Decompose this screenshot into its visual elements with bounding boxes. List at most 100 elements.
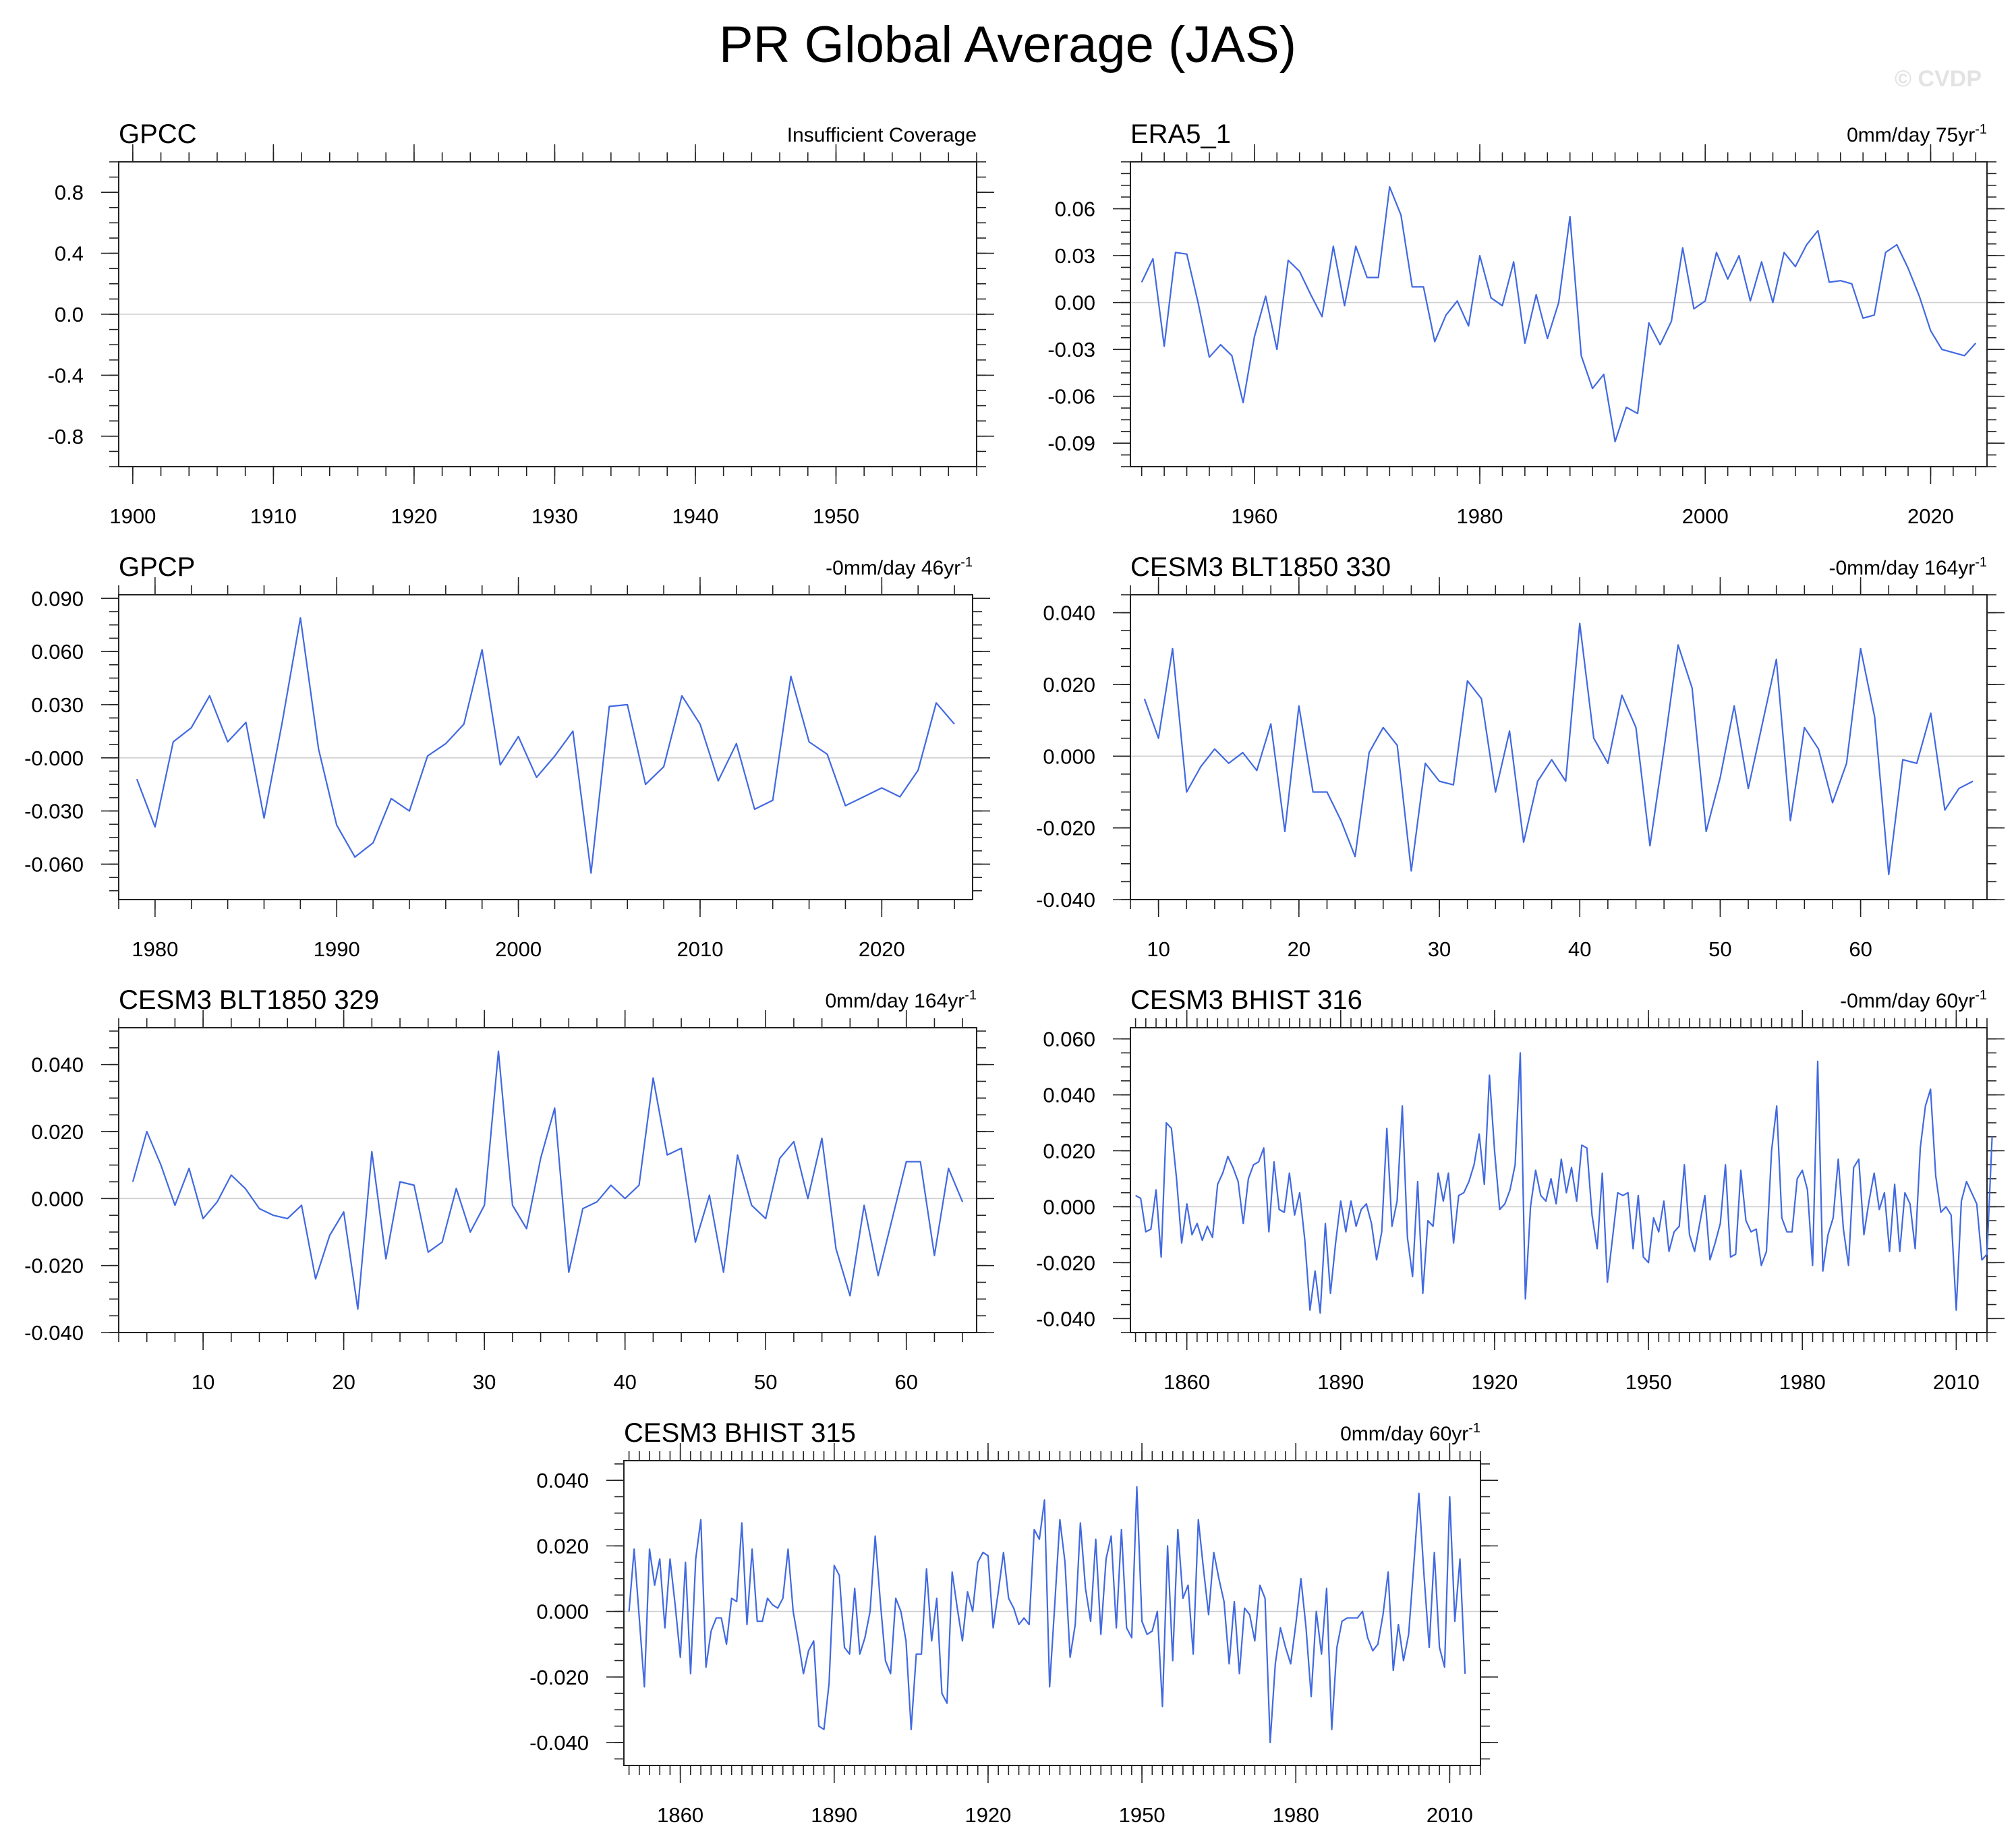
x-tick-label: 20 — [332, 1370, 355, 1394]
y-tick-label: 0.060 — [1043, 1028, 1095, 1051]
plot-frame — [118, 1027, 977, 1333]
watermark: © CVDP — [1895, 66, 1982, 92]
y-tick-label: 0.020 — [1043, 673, 1095, 697]
y-tick-label: 0.060 — [31, 640, 84, 664]
series-line — [132, 1050, 964, 1310]
panel-trend: 0mm/day 75yr-1 — [1847, 122, 1987, 146]
trend-exponent: -1 — [960, 555, 973, 570]
series-line — [136, 617, 955, 874]
y-tick-label: -0.020 — [24, 1254, 84, 1278]
series-line — [1141, 186, 1977, 443]
x-tick-label: 10 — [192, 1370, 214, 1394]
panel-title: ERA5_1 — [1130, 119, 1231, 149]
y-tick-label: -0.030 — [24, 800, 84, 823]
panel-trend: 0mm/day 164yr-1 — [825, 988, 977, 1012]
panel-title: GPCC — [119, 119, 197, 149]
y-tick-label: 0.090 — [31, 587, 84, 610]
x-tick-label: 50 — [1708, 937, 1731, 961]
plot-frame — [1130, 1027, 1988, 1333]
y-tick-label: -0.020 — [529, 1666, 589, 1689]
x-tick-label: 1980 — [1779, 1370, 1826, 1394]
x-tick-label: 1920 — [1471, 1370, 1518, 1394]
x-tick-label: 60 — [1849, 937, 1872, 961]
x-tick-label: 1890 — [1317, 1370, 1364, 1394]
chart-panel-6: CESM3 BHIST 316 -0mm/day 60yr-1 1860 1890 19… — [1036, 985, 2005, 1394]
x-tick-label: 50 — [754, 1370, 777, 1394]
plot-frame — [1130, 594, 1988, 900]
series-line — [628, 1486, 1466, 1744]
chart-panel-7: CESM3 BHIST 315 0mm/day 60yr-1 1860 1890 192… — [529, 1418, 1498, 1827]
y-tick-label: 0.03 — [1055, 244, 1095, 268]
series-line — [1143, 622, 1974, 875]
x-tick-label: 1910 — [250, 504, 297, 528]
y-tick-label: 0.0 — [55, 303, 84, 326]
x-tick-label: 10 — [1147, 937, 1170, 961]
panel-trend: -0mm/day 46yr-1 — [826, 555, 973, 579]
x-tick-label: 2020 — [859, 937, 905, 961]
y-tick-label: -0.040 — [24, 1321, 84, 1345]
y-tick-label: -0.020 — [1036, 1251, 1095, 1275]
x-tick-label: 1950 — [1119, 1803, 1165, 1827]
panel-trend: -0mm/day 60yr-1 — [1840, 988, 1987, 1012]
chart-panel-4: CESM3 BLT1850 330 -0mm/day 164yr-1 10 20 30 4… — [1036, 552, 2005, 961]
y-tick-label: 0.040 — [536, 1469, 589, 1492]
figure-title: PR Global Average (JAS) — [719, 16, 1296, 74]
x-tick-label: 1950 — [1625, 1370, 1672, 1394]
y-tick-label: 0.06 — [1055, 198, 1095, 221]
panel-trend: 0mm/day 60yr-1 — [1340, 1421, 1480, 1445]
y-tick-label: -0.020 — [1036, 817, 1095, 840]
x-tick-label: 2010 — [1427, 1803, 1473, 1827]
x-tick-label: 30 — [473, 1370, 496, 1394]
trend-exponent: -1 — [1975, 988, 1987, 1003]
panel-title: CESM3 BHIST 315 — [624, 1418, 856, 1448]
y-tick-label: -0.06 — [1047, 385, 1095, 409]
x-tick-label: 1860 — [657, 1803, 703, 1827]
y-tick-label: -0.09 — [1047, 432, 1095, 455]
y-tick-label: 0.00 — [1055, 291, 1095, 315]
y-tick-label: 0.040 — [1043, 1084, 1095, 1107]
x-tick-label: 2010 — [1933, 1370, 1980, 1394]
x-tick-label: 60 — [894, 1370, 917, 1394]
x-tick-label: 2000 — [1682, 504, 1729, 528]
y-tick-label: -0.040 — [1036, 1307, 1095, 1331]
chart-panel-3: GPCP -0mm/day 46yr-1 1980 1990 2000 2010 2020 0… — [24, 552, 990, 961]
x-tick-label: 2020 — [1907, 504, 1954, 528]
x-tick-label: 40 — [1568, 937, 1591, 961]
x-tick-label: 1900 — [109, 504, 156, 528]
panel-trend: Insufficient Coverage — [787, 124, 977, 146]
x-tick-label: 30 — [1428, 937, 1451, 961]
y-tick-label: 0.000 — [536, 1600, 589, 1624]
x-tick-label: 1920 — [391, 504, 437, 528]
x-tick-label: 1950 — [813, 504, 859, 528]
x-tick-label: 1890 — [811, 1803, 857, 1827]
panel-title: CESM3 BLT1850 330 — [1130, 552, 1391, 582]
chart-panel-5: CESM3 BLT1850 329 0mm/day 164yr-1 10 20 30 40… — [24, 985, 994, 1394]
y-tick-label: -0.060 — [24, 852, 84, 876]
plot-frame — [623, 1460, 1481, 1766]
panel-title: GPCP — [119, 552, 195, 582]
y-tick-label: -0.03 — [1047, 338, 1095, 361]
y-tick-label: 0.4 — [55, 242, 84, 266]
x-tick-label: 1990 — [314, 937, 360, 961]
panel-title: CESM3 BHIST 316 — [1130, 985, 1362, 1015]
x-tick-label: 1860 — [1163, 1370, 1210, 1394]
x-tick-label: 2010 — [676, 937, 723, 961]
y-tick-label: 0.040 — [1043, 602, 1095, 625]
x-tick-label: 40 — [613, 1370, 636, 1394]
y-tick-label: -0.8 — [48, 425, 84, 448]
x-tick-label: 2000 — [495, 937, 542, 961]
panel-trend: -0mm/day 164yr-1 — [1828, 555, 1987, 579]
plot-frame — [118, 594, 973, 900]
x-tick-label: 1930 — [531, 504, 578, 528]
y-tick-label: -0.040 — [529, 1731, 589, 1755]
x-tick-label: 20 — [1288, 937, 1311, 961]
y-tick-label: 0.030 — [31, 693, 84, 717]
plot-frame — [1130, 161, 1988, 467]
y-tick-label: 0.8 — [55, 181, 84, 204]
x-tick-label: 1960 — [1231, 504, 1277, 528]
y-tick-label: 0.000 — [31, 1187, 84, 1210]
x-tick-label: 1920 — [964, 1803, 1011, 1827]
y-tick-label: -0.040 — [1036, 888, 1095, 912]
panel-title: CESM3 BLT1850 329 — [119, 985, 379, 1015]
